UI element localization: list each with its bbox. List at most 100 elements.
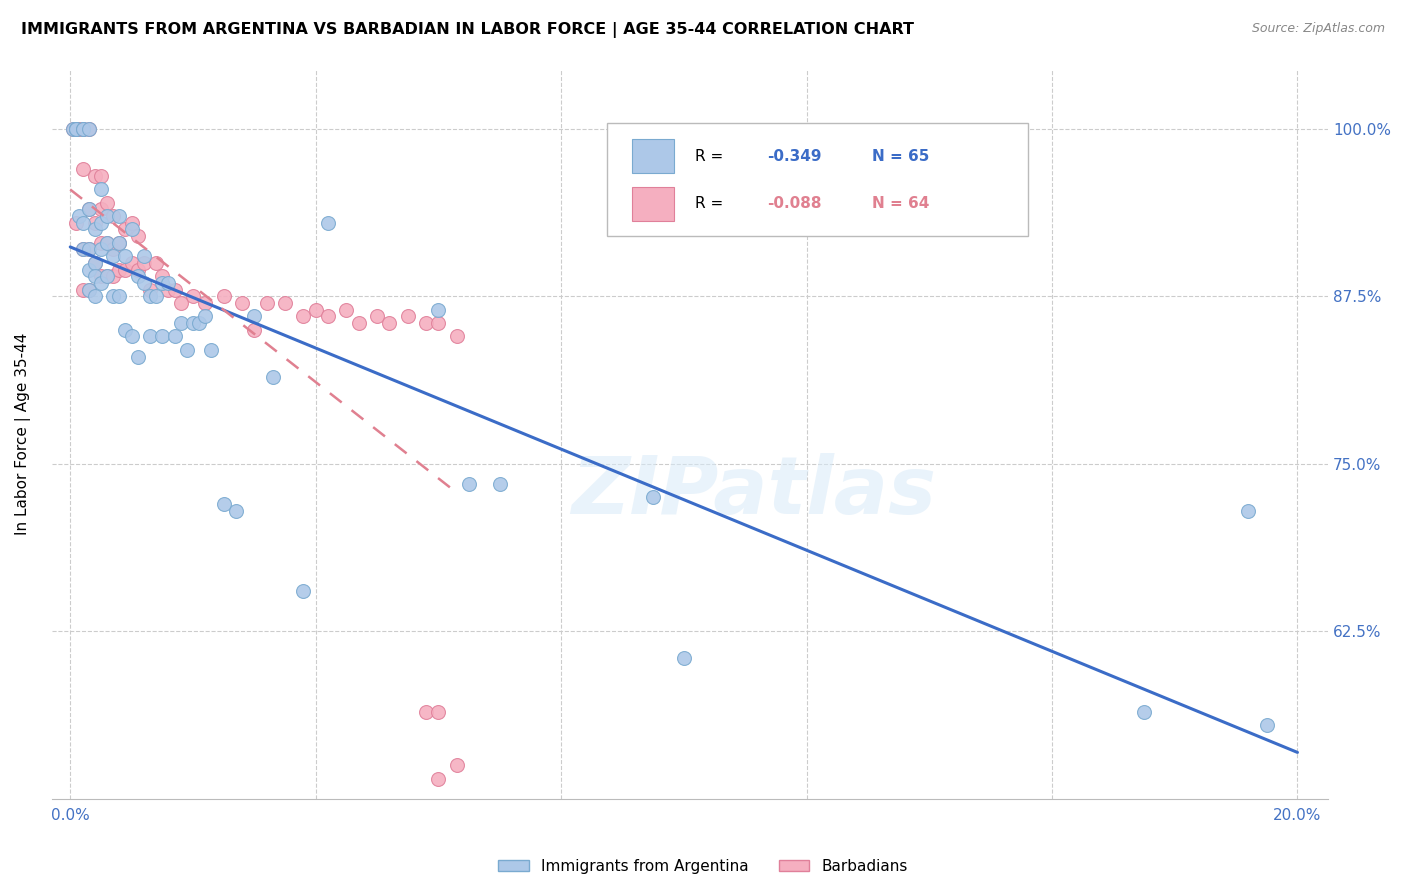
Point (446, 329, 468, 343)
Point (77, 202, 100, 217)
Point (427, 302, 450, 317)
Point (65, 121, 87, 136)
Point (292, 584, 315, 599)
Point (243, 310, 266, 324)
Point (274, 296, 297, 310)
Point (194, 296, 217, 310)
Point (103, 289, 125, 303)
Point (157, 276, 180, 290)
Point (378, 316, 401, 330)
Point (231, 296, 253, 310)
Point (127, 350, 149, 364)
Text: ZIPatlas: ZIPatlas (571, 453, 936, 531)
Point (145, 289, 167, 303)
Point (132, 256, 155, 270)
Legend: Immigrants from Argentina, Barbadians: Immigrants from Argentina, Barbadians (492, 853, 914, 880)
Point (114, 262, 136, 277)
Point (72, 161, 94, 176)
Point (212, 289, 235, 303)
Point (83, 289, 105, 303)
Point (65, 216, 87, 230)
Point (72, 121, 94, 136)
Point (96, 269, 118, 284)
Point (62, 121, 84, 136)
Point (132, 249, 155, 263)
Point (103, 243, 125, 257)
Point (446, 758, 468, 772)
Point (65, 121, 87, 136)
Point (243, 323, 266, 337)
Point (83, 256, 105, 270)
Point (170, 316, 193, 330)
Point (194, 310, 217, 324)
Point (96, 209, 118, 223)
Point (108, 289, 131, 303)
Point (90, 243, 112, 257)
Point (225, 504, 247, 518)
Text: IMMIGRANTS FROM ARGENTINA VS BARBADIAN IN LABOR FORCE | AGE 35-44 CORRELATION CH: IMMIGRANTS FROM ARGENTINA VS BARBADIAN I… (21, 22, 914, 38)
Point (77, 283, 100, 297)
Point (72, 121, 94, 136)
Point (1256, 718, 1278, 732)
Point (181, 289, 204, 303)
Point (108, 262, 131, 277)
Point (72, 283, 94, 297)
Point (458, 476, 481, 491)
Point (90, 235, 112, 250)
Point (150, 276, 173, 290)
Point (121, 222, 143, 236)
Point (72, 216, 94, 230)
Point (145, 256, 167, 270)
Point (643, 490, 665, 504)
Point (396, 310, 419, 324)
Point (90, 169, 112, 183)
Point (72, 121, 94, 136)
Point (69, 121, 91, 136)
Point (83, 169, 105, 183)
Point (335, 302, 357, 317)
Point (103, 249, 125, 263)
Point (157, 283, 180, 297)
Point (256, 296, 278, 310)
Point (121, 329, 143, 343)
Point (150, 269, 173, 284)
Point (427, 705, 450, 719)
Point (96, 269, 118, 284)
Point (212, 497, 235, 511)
Point (65, 121, 87, 136)
Point (415, 316, 437, 330)
Point (132, 276, 155, 290)
Point (83, 216, 105, 230)
Point (139, 283, 162, 297)
Point (114, 222, 136, 236)
Point (77, 121, 100, 136)
Point (77, 283, 100, 297)
Point (121, 216, 143, 230)
Point (139, 289, 162, 303)
Point (77, 243, 100, 257)
Point (316, 310, 339, 324)
Point (90, 269, 112, 284)
Point (292, 310, 315, 324)
Point (83, 222, 105, 236)
Point (366, 310, 388, 324)
Point (72, 243, 94, 257)
Point (127, 262, 149, 277)
Point (127, 269, 149, 284)
Point (65, 121, 87, 136)
Point (83, 269, 105, 284)
Point (139, 329, 162, 343)
Point (77, 121, 100, 136)
Point (163, 283, 186, 297)
Point (181, 316, 204, 330)
Point (488, 476, 510, 491)
Point (62, 121, 84, 136)
Point (90, 276, 112, 290)
Point (427, 772, 450, 786)
Point (170, 296, 193, 310)
Point (108, 235, 131, 250)
Point (72, 243, 94, 257)
Point (114, 249, 136, 263)
Point (188, 316, 211, 330)
Point (65, 121, 87, 136)
